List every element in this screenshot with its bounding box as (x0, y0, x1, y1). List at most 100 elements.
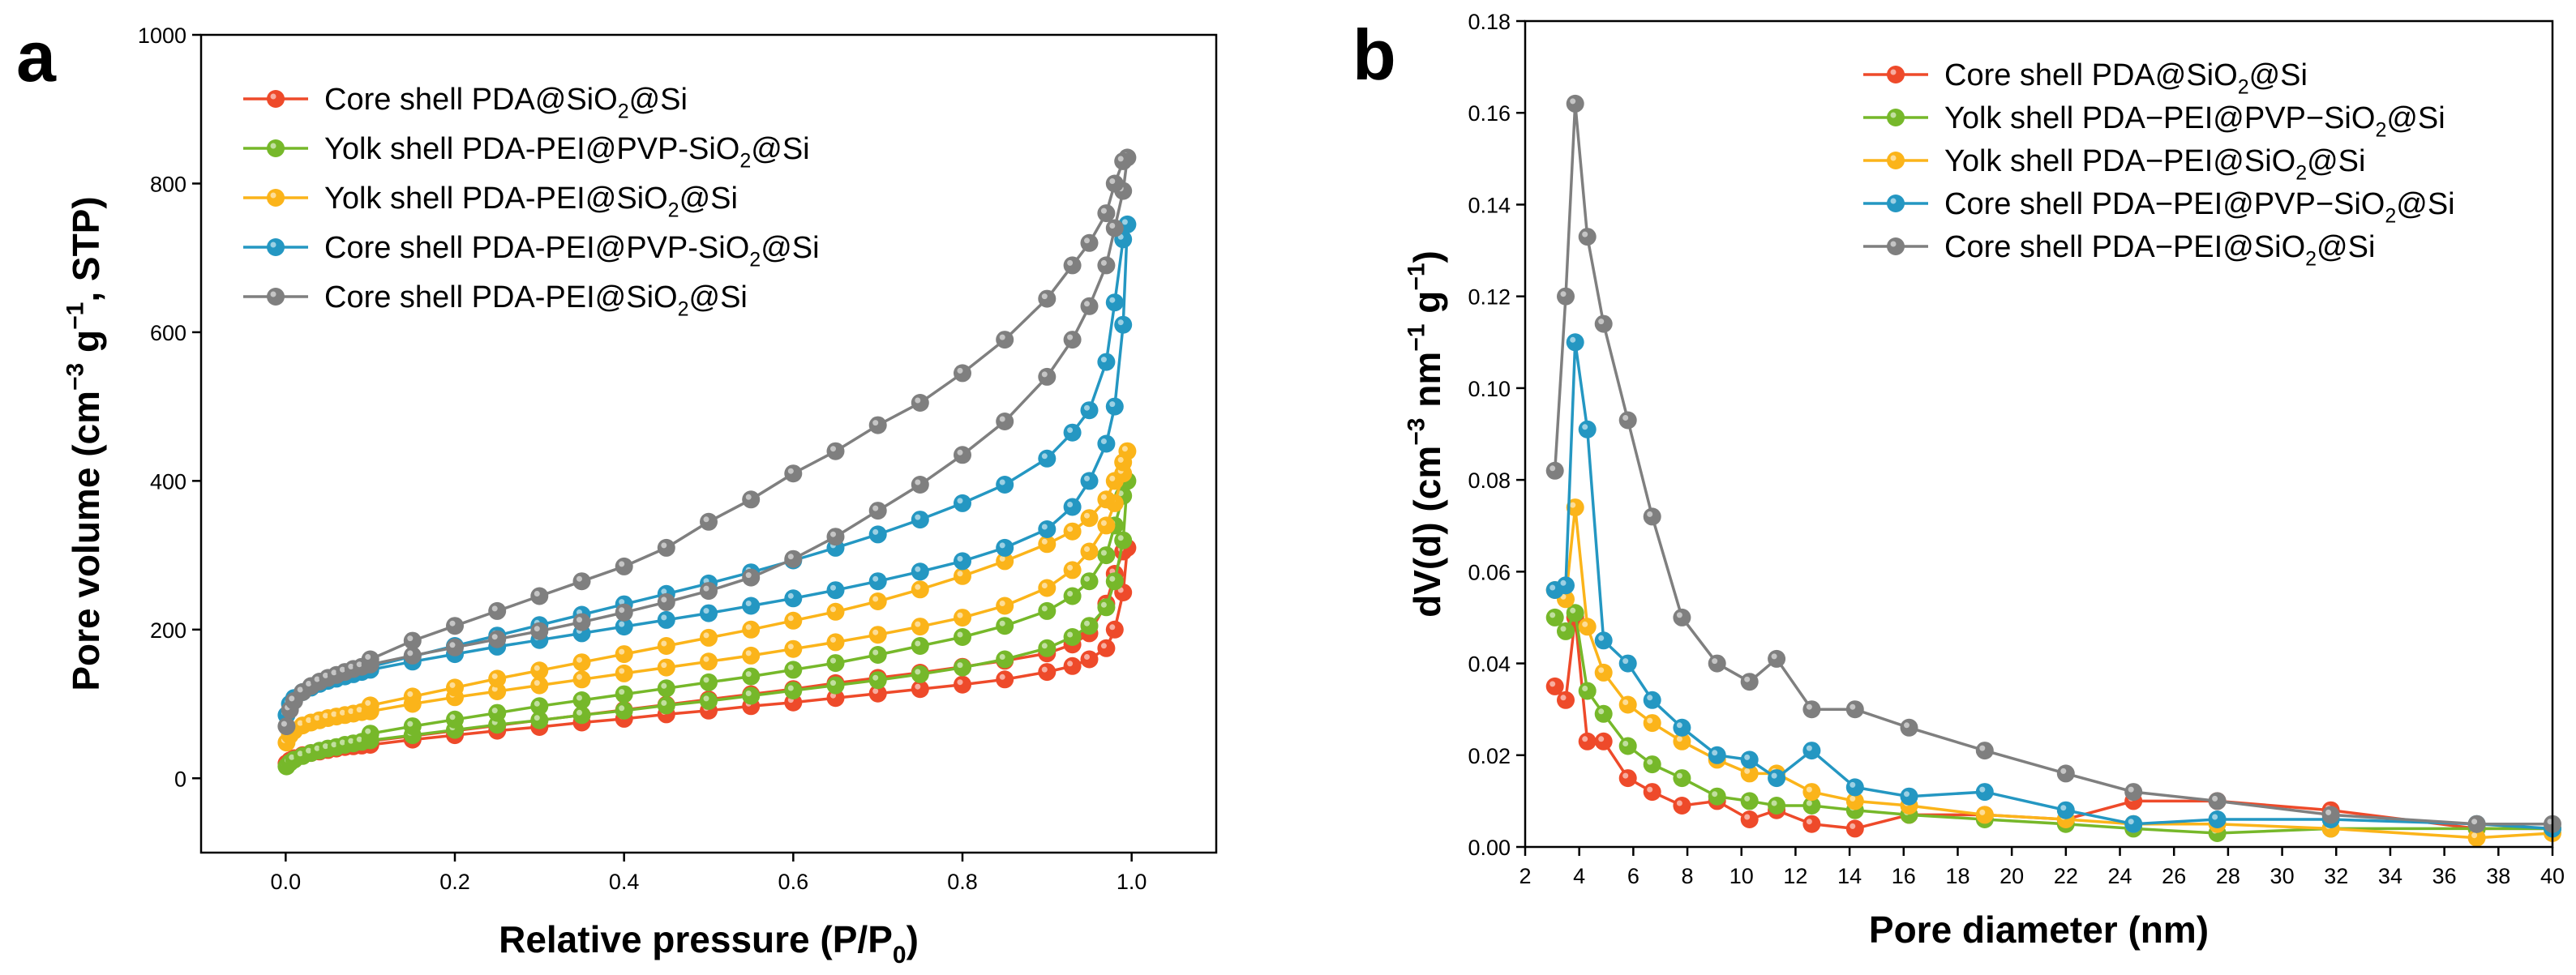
data-point-highlight (1676, 612, 1682, 618)
data-point (2467, 828, 2486, 847)
data-point-highlight (745, 572, 752, 579)
data-point (911, 680, 929, 699)
data-point-highlight (1109, 297, 1116, 303)
data-point-highlight (314, 715, 320, 721)
data-point (826, 581, 845, 600)
data-point-highlight (2212, 795, 2218, 802)
data-point (1097, 256, 1116, 275)
data-point-highlight (872, 596, 879, 602)
data-point (1038, 449, 1057, 468)
data-point-highlight (745, 691, 752, 696)
data-point-highlight (1647, 717, 1653, 724)
data-point (530, 622, 549, 640)
data-point-highlight (999, 542, 1005, 549)
data-point (1708, 654, 1726, 673)
data-point (446, 678, 464, 697)
data-point (954, 675, 971, 694)
legend-marker-highlight (270, 143, 276, 149)
data-point (1105, 174, 1124, 193)
data-point-highlight (576, 575, 582, 582)
y-tick-label: 600 (150, 321, 186, 345)
data-point-highlight (661, 542, 667, 549)
data-point (954, 552, 971, 571)
y-tick-label: 0.08 (1468, 468, 1511, 493)
data-point (1708, 787, 1726, 806)
legend: Core shell PDA@SiO2@Si Yolk shell PDA-PEI… (243, 83, 820, 321)
data-point (488, 630, 507, 648)
data-point (615, 557, 633, 575)
data-point-highlight (1622, 741, 1629, 746)
data-point-highlight (1712, 750, 1718, 756)
data-point-highlight (1676, 800, 1682, 806)
data-point (826, 654, 845, 673)
data-point-highlight (1549, 681, 1556, 687)
data-point (1643, 714, 1661, 733)
data-point-highlight (619, 561, 625, 567)
data-point-highlight (915, 514, 921, 520)
data-point-highlight (1041, 371, 1048, 378)
data-point-highlight (619, 668, 625, 674)
data-point (1566, 604, 1584, 622)
data-point (530, 661, 549, 680)
data-point (1975, 806, 1994, 824)
data-point (1643, 755, 1661, 774)
y-tick-label: 0.00 (1468, 836, 1511, 860)
data-point-highlight (1598, 667, 1605, 674)
data-point (1105, 397, 1124, 416)
data-point (742, 597, 761, 615)
data-point (911, 580, 929, 599)
data-point-highlight (306, 747, 312, 754)
data-point-highlight (314, 745, 320, 751)
data-point-highlight (1109, 178, 1116, 184)
data-point (954, 364, 971, 383)
data-point (1643, 783, 1661, 802)
data-point-highlight (787, 615, 794, 622)
data-point-highlight (1041, 605, 1048, 612)
panel-b-chart: b2 4 6 8 10 12 14 16 18 20 22 24 26 28 30 32 34 36 38 400.0… (1352, 10, 2565, 951)
data-point (446, 710, 464, 729)
data-point-highlight (1582, 621, 1588, 627)
data-point-highlight (787, 592, 794, 599)
data-point-highlight (703, 695, 709, 702)
data-point (530, 587, 549, 605)
data-point (488, 669, 507, 688)
data-point-highlight (1549, 465, 1556, 472)
data-point-highlight (1109, 624, 1116, 631)
data-point-highlight (534, 626, 540, 632)
data-point (572, 706, 591, 725)
data-point-highlight (1067, 526, 1074, 532)
data-point-highlight (957, 498, 963, 504)
data-point (954, 567, 971, 585)
y-tick-label: 1000 (138, 24, 186, 48)
data-point-highlight (915, 479, 921, 485)
data-point-highlight (323, 712, 328, 719)
legend-marker (267, 139, 285, 157)
x-tick-label: 0.0 (271, 870, 302, 894)
data-point (700, 582, 718, 601)
data-point-highlight (872, 688, 879, 695)
data-point (996, 597, 1014, 615)
data-point (700, 628, 718, 647)
data-point-highlight (1067, 661, 1074, 667)
legend-marker-highlight (270, 291, 276, 297)
data-point (1618, 769, 1637, 788)
data-point-highlight (661, 588, 667, 595)
data-point (657, 696, 675, 715)
data-point-highlight (830, 584, 836, 591)
data-point (1105, 219, 1124, 237)
data-point-highlight (1676, 736, 1682, 742)
y-axis-title: dV(d) (cm−3 nm−1 g−1) (1404, 250, 1448, 618)
x-tick-label: 10 (1729, 864, 1754, 888)
data-point-highlight (1582, 424, 1588, 430)
data-point (1545, 677, 1564, 695)
data-point-highlight (491, 605, 498, 612)
data-point-highlight (1771, 653, 1777, 660)
data-point-highlight (534, 700, 540, 707)
data-point-highlight (1084, 404, 1090, 411)
data-point-highlight (1771, 800, 1777, 806)
data-point (1080, 617, 1099, 635)
y-tick-label: 200 (150, 618, 186, 643)
data-point (1618, 654, 1637, 673)
data-point (868, 416, 887, 434)
data-point (2056, 764, 2075, 783)
